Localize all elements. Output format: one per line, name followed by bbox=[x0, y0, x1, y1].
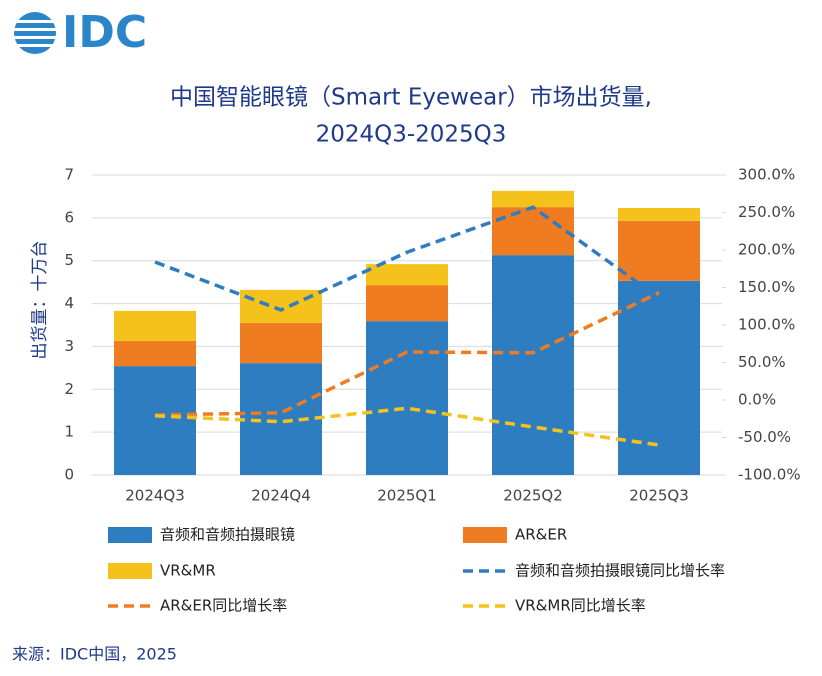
trend-line bbox=[154, 291, 660, 417]
y-tick-label: 1 bbox=[64, 423, 74, 441]
legend-swatch bbox=[108, 563, 152, 579]
y2-tick-label: 250.0% bbox=[738, 203, 795, 221]
y-tick-label: 6 bbox=[64, 208, 74, 226]
bar bbox=[240, 289, 322, 323]
legend-label: AR&ER bbox=[515, 526, 567, 544]
bar bbox=[366, 264, 448, 286]
x-tick-label: 2024Q4 bbox=[251, 487, 311, 505]
y-tick-label: 0 bbox=[64, 466, 74, 484]
bar bbox=[366, 285, 448, 322]
y-tick-label: 2 bbox=[64, 380, 74, 398]
legend-label: 音频和音频拍摄眼镜 bbox=[160, 526, 295, 544]
y2-tick-label: 200.0% bbox=[738, 241, 795, 259]
y-tick-label: 3 bbox=[64, 337, 74, 355]
bar bbox=[366, 321, 448, 475]
legend-label: VR&MR同比增长率 bbox=[515, 597, 646, 615]
bar bbox=[618, 280, 700, 475]
y2-tick-label: 50.0% bbox=[738, 353, 786, 371]
bar bbox=[240, 322, 322, 364]
legend-swatch bbox=[463, 527, 507, 543]
bar bbox=[114, 366, 196, 475]
x-tick-label: 2025Q2 bbox=[503, 487, 563, 505]
trend-line bbox=[154, 406, 660, 447]
bar bbox=[618, 220, 700, 281]
legend-label: 音频和音频拍摄眼镜同比增长率 bbox=[515, 562, 725, 580]
bar bbox=[114, 310, 196, 341]
y-tick-label: 4 bbox=[64, 294, 74, 312]
y-tick-label: 5 bbox=[64, 251, 74, 269]
y-tick-label: 7 bbox=[64, 166, 74, 184]
bar bbox=[492, 190, 574, 208]
legend-label: AR&ER同比增长率 bbox=[160, 597, 287, 615]
y-axis-label: 出货量：十万台 bbox=[30, 241, 50, 360]
bar bbox=[492, 207, 574, 256]
chart-title: 2024Q3-2025Q3 bbox=[316, 122, 507, 148]
bar bbox=[618, 208, 700, 221]
y2-tick-label: 0.0% bbox=[738, 391, 776, 409]
y2-tick-label: 150.0% bbox=[738, 278, 795, 296]
bar bbox=[114, 340, 196, 367]
x-tick-label: 2025Q1 bbox=[377, 487, 437, 505]
x-tick-label: 2024Q3 bbox=[125, 487, 185, 505]
bar bbox=[492, 255, 574, 475]
y2-tick-label: 100.0% bbox=[738, 316, 795, 334]
y2-tick-label: 300.0% bbox=[738, 166, 795, 184]
logo-text: IDC bbox=[62, 7, 147, 58]
logo-icon bbox=[14, 12, 56, 54]
legend-swatch bbox=[108, 527, 152, 543]
x-tick-label: 2025Q3 bbox=[629, 487, 689, 505]
y2-tick-label: -100.0% bbox=[738, 466, 801, 484]
source: 来源：IDC中国，2025 bbox=[12, 645, 177, 664]
trend-line bbox=[154, 205, 661, 312]
legend-label: VR&MR bbox=[160, 562, 216, 580]
y2-tick-label: -50.0% bbox=[738, 428, 791, 446]
chart-title: 中国智能眼镜（Smart Eyewear）市场出货量, bbox=[170, 85, 652, 111]
